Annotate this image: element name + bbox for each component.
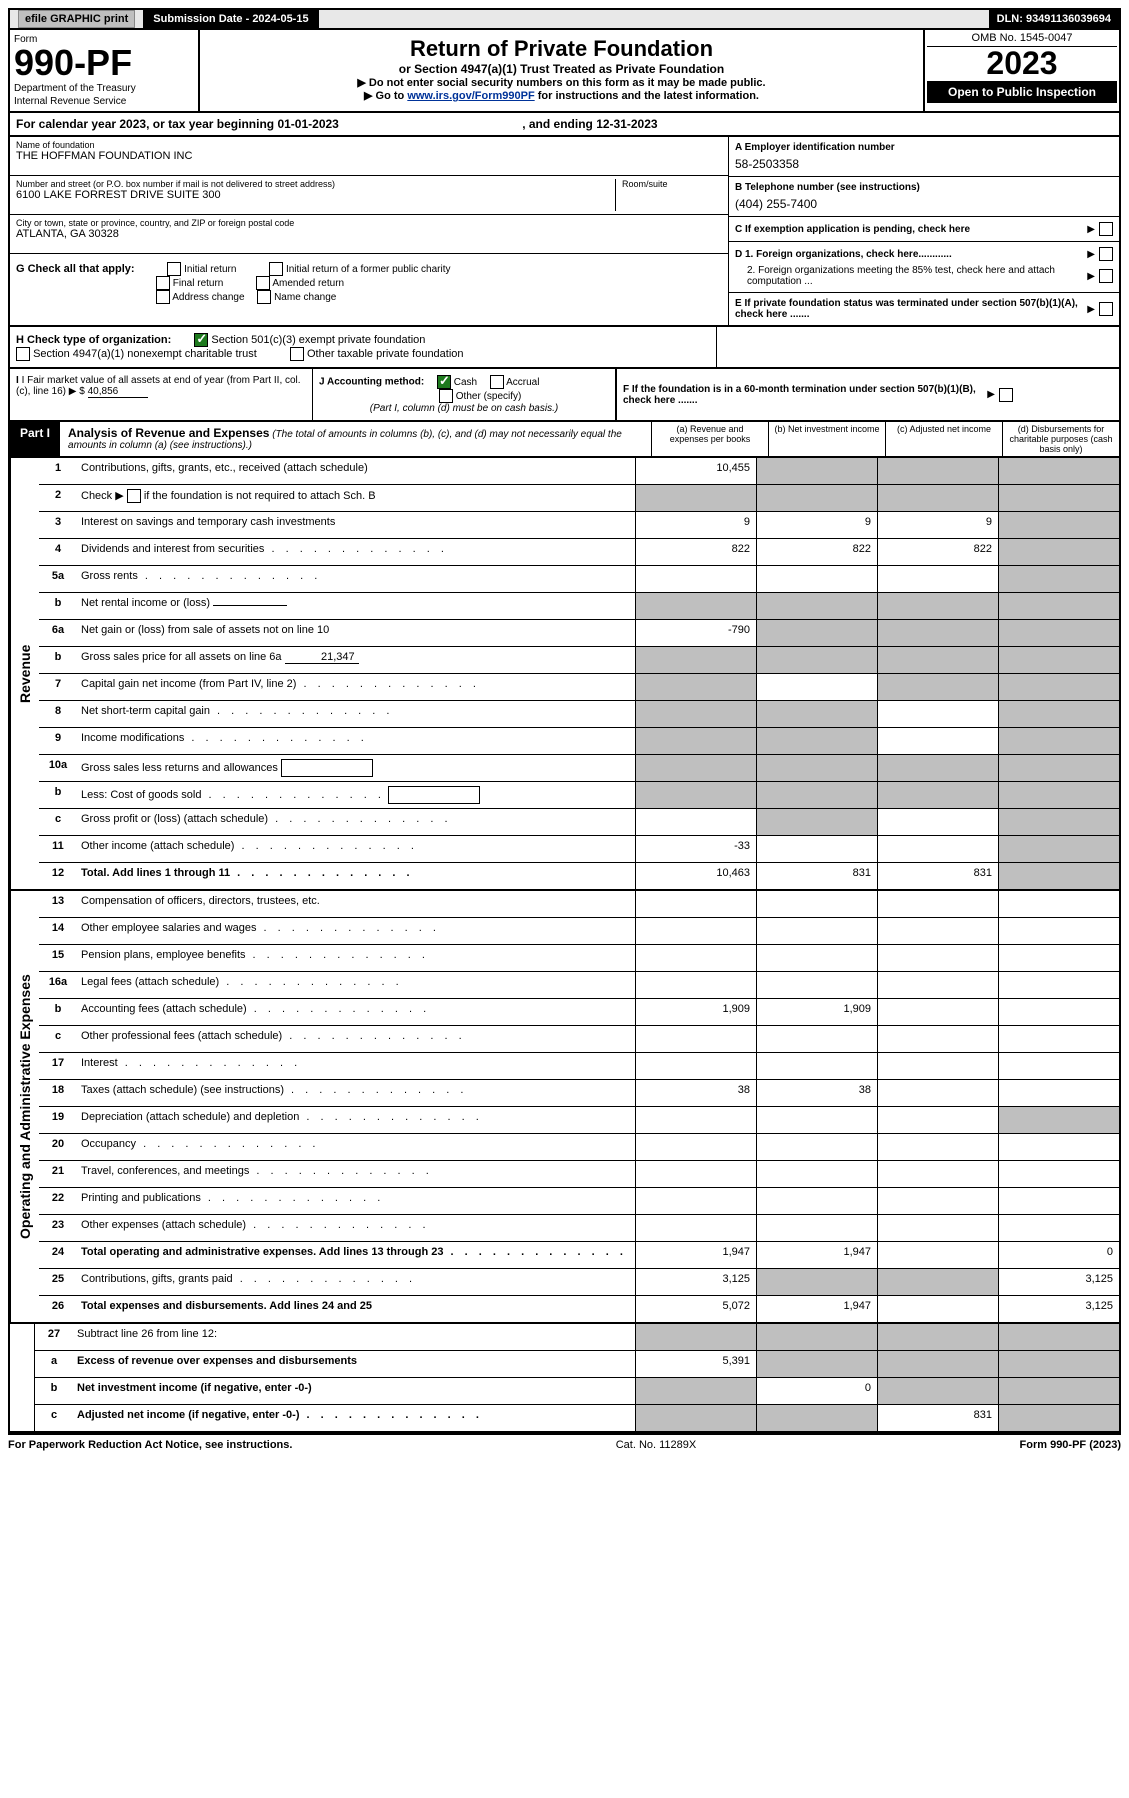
status-terminated-checkbox[interactable] <box>1099 302 1113 316</box>
top-bar: efile GRAPHIC print Submission Date - 20… <box>8 8 1121 30</box>
dept-treasury: Department of the Treasury <box>14 83 194 94</box>
schb-checkbox[interactable] <box>127 489 141 503</box>
form-ref: Form 990-PF (2023) <box>1020 1439 1121 1451</box>
open-public-badge: Open to Public Inspection <box>927 81 1117 103</box>
expenses-section: Operating and Administrative Expenses 13… <box>8 891 1121 1324</box>
g-section: G Check all that apply: Initial return I… <box>10 253 728 312</box>
submission-date: Submission Date - 2024-05-15 <box>145 10 318 28</box>
calendar-year-row: For calendar year 2023, or tax year begi… <box>8 113 1121 137</box>
ein-label: A Employer identification number <box>735 142 895 153</box>
year-block: OMB No. 1545-0047 2023 Open to Public In… <box>923 30 1119 111</box>
subtotal-section: 27Subtract line 26 from line 12: aExcess… <box>8 1324 1121 1433</box>
amended-return-checkbox[interactable] <box>256 276 270 290</box>
col-b-header: (b) Net investment income <box>768 422 885 456</box>
arrow-icon: ▶ <box>1087 249 1095 260</box>
form-title: Return of Private Foundation <box>206 36 917 62</box>
part1-header: Part I Analysis of Revenue and Expenses … <box>8 422 1121 458</box>
efile-print-button[interactable]: efile GRAPHIC print <box>10 10 145 28</box>
d2-label: 2. Foreign organizations meeting the 85%… <box>735 265 1087 287</box>
expenses-side-label: Operating and Administrative Expenses <box>10 891 39 1322</box>
d1-label: D 1. Foreign organizations, check here..… <box>735 249 1087 260</box>
arrow-icon: ▶ <box>1087 224 1095 235</box>
85pct-test-checkbox[interactable] <box>1099 269 1113 283</box>
begin-date: 01-01-2023 <box>277 117 338 131</box>
f-label: F If the foundation is in a 60-month ter… <box>623 384 987 406</box>
other-method-checkbox[interactable] <box>439 389 453 403</box>
cash-method-checkbox[interactable] <box>437 375 451 389</box>
form-number-block: Form 990-PF Department of the Treasury I… <box>10 30 200 111</box>
form-number: 990-PF <box>14 45 194 81</box>
4947a1-checkbox[interactable] <box>16 347 30 361</box>
city-label: City or town, state or province, country… <box>16 218 722 228</box>
initial-return-checkbox[interactable] <box>167 262 181 276</box>
phone-label: B Telephone number (see instructions) <box>735 182 920 193</box>
revenue-side-label: Revenue <box>10 458 39 889</box>
page-footer: For Paperwork Reduction Act Notice, see … <box>8 1433 1121 1451</box>
phone-value: (404) 255-7400 <box>735 197 817 211</box>
h-section: H Check type of organization: Section 50… <box>8 327 1121 369</box>
arrow-icon: ▶ <box>1087 271 1095 282</box>
irs-label: Internal Revenue Service <box>14 96 194 107</box>
e-label: E If private foundation status was termi… <box>735 298 1087 320</box>
fmv-value: 40,856 <box>88 386 148 398</box>
room-label: Room/suite <box>622 179 722 189</box>
other-taxable-checkbox[interactable] <box>290 347 304 361</box>
foreign-org-checkbox[interactable] <box>1099 247 1113 261</box>
exemption-pending-checkbox[interactable] <box>1099 222 1113 236</box>
initial-former-checkbox[interactable] <box>269 262 283 276</box>
catalog-number: Cat. No. 11289X <box>616 1439 697 1451</box>
name-change-checkbox[interactable] <box>257 290 271 304</box>
city-state-zip: ATLANTA, GA 30328 <box>16 228 722 240</box>
ij-section: I I Fair market value of all assets at e… <box>8 369 1121 422</box>
501c3-checkbox[interactable] <box>194 333 208 347</box>
form-title-block: Return of Private Foundation or Section … <box>200 30 923 111</box>
col-c-header: (c) Adjusted net income <box>885 422 1002 456</box>
address-label: Number and street (or P.O. box number if… <box>16 179 615 189</box>
tax-year: 2023 <box>927 47 1117 79</box>
revenue-section: Revenue 1Contributions, gifts, grants, e… <box>8 458 1121 891</box>
dln-number: DLN: 93491136039694 <box>989 10 1119 28</box>
arrow-icon: ▶ <box>1087 304 1095 315</box>
col-a-header: (a) Revenue and expenses per books <box>651 422 768 456</box>
entity-info: Name of foundation THE HOFFMAN FOUNDATIO… <box>8 137 1121 327</box>
street-address: 6100 LAKE FORREST DRIVE SUITE 300 <box>16 189 615 201</box>
form-subtitle: or Section 4947(a)(1) Trust Treated as P… <box>206 62 917 76</box>
final-return-checkbox[interactable] <box>156 276 170 290</box>
name-label: Name of foundation <box>16 140 722 150</box>
60-month-checkbox[interactable] <box>999 388 1013 402</box>
part-label: Part I <box>10 422 60 456</box>
foundation-name: THE HOFFMAN FOUNDATION INC <box>16 150 722 162</box>
c-label: C If exemption application is pending, c… <box>735 224 1087 235</box>
ssn-note: ▶ Do not enter social security numbers o… <box>206 76 917 89</box>
col-d-header: (d) Disbursements for charitable purpose… <box>1002 422 1119 456</box>
link-note: ▶ Go to www.irs.gov/Form990PF for instru… <box>206 89 917 102</box>
instructions-link[interactable]: www.irs.gov/Form990PF <box>407 90 534 102</box>
paperwork-notice: For Paperwork Reduction Act Notice, see … <box>8 1439 292 1451</box>
end-date: 12-31-2023 <box>596 117 657 131</box>
address-change-checkbox[interactable] <box>156 290 170 304</box>
form-header: Form 990-PF Department of the Treasury I… <box>8 30 1121 113</box>
accrual-method-checkbox[interactable] <box>490 375 504 389</box>
arrow-icon: ▶ <box>987 389 995 400</box>
ein-value: 58-2503358 <box>735 157 799 171</box>
